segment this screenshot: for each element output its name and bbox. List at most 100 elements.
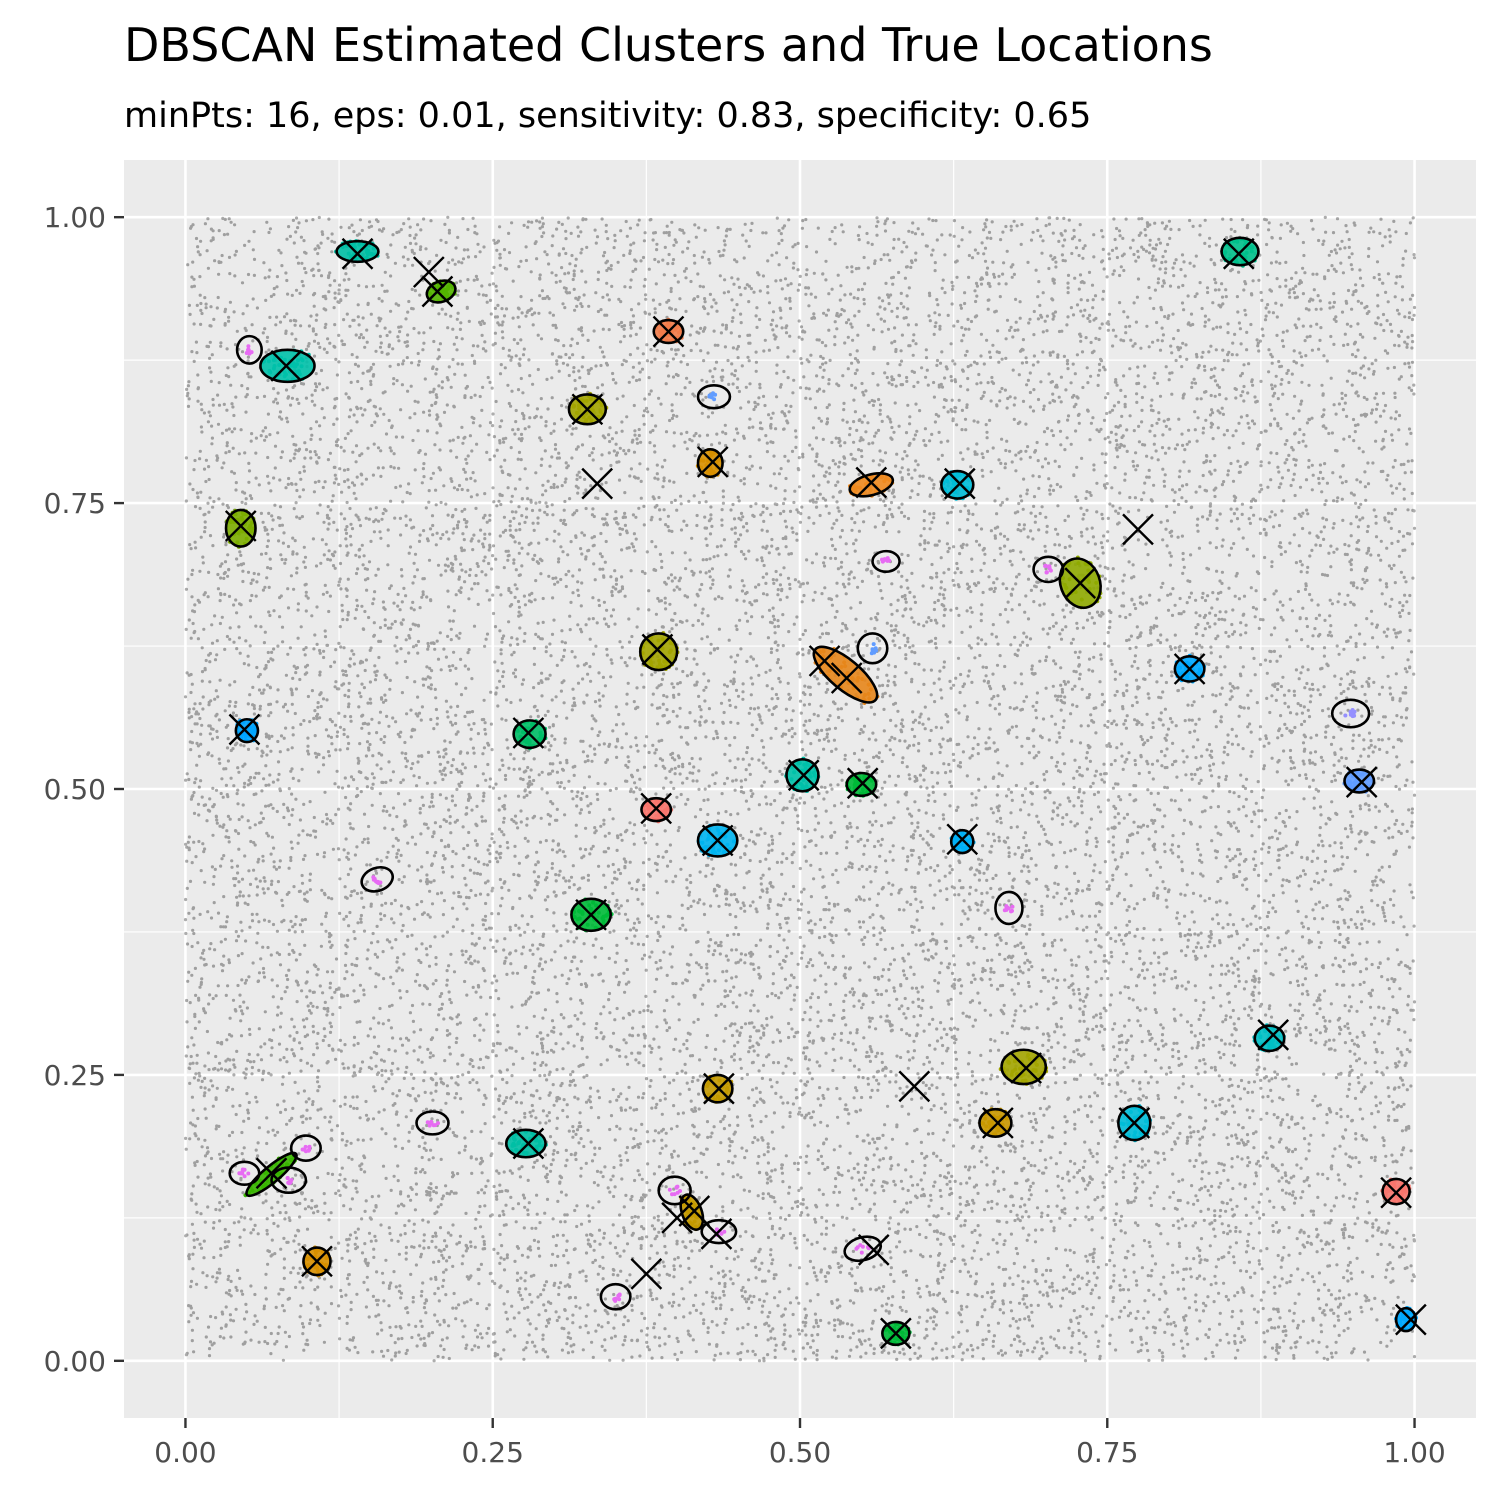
unmatched-cluster bbox=[360, 865, 395, 893]
unmatched-ellipse bbox=[856, 632, 889, 665]
unmatched-cluster bbox=[1330, 698, 1371, 729]
true-location-cross bbox=[640, 792, 673, 825]
x-tick-label: 1.00 bbox=[1383, 1436, 1445, 1469]
unmatched-cluster bbox=[696, 383, 732, 410]
cluster-point bbox=[858, 1243, 863, 1248]
unmatched-ellipse bbox=[599, 1282, 632, 1311]
cluster-point bbox=[855, 1245, 860, 1250]
true-location-cross bbox=[575, 898, 607, 931]
unmatched-cluster bbox=[657, 1175, 692, 1206]
true-location-cross bbox=[880, 1317, 912, 1350]
unmatched-cluster bbox=[871, 549, 901, 574]
cluster-point bbox=[709, 392, 714, 397]
true-location-cross bbox=[830, 662, 863, 694]
true-location-cross bbox=[857, 1234, 890, 1266]
cluster-point bbox=[240, 1171, 245, 1176]
true-location-cross bbox=[421, 275, 454, 308]
y-tick-label: 0.50 bbox=[44, 773, 106, 806]
cluster-point bbox=[617, 1297, 622, 1302]
unmatched-cluster bbox=[856, 632, 889, 665]
cluster-point bbox=[371, 877, 376, 882]
cluster-point bbox=[1047, 564, 1052, 569]
cluster-point bbox=[249, 350, 254, 355]
true-location-cross bbox=[301, 1245, 333, 1278]
true-location-cross bbox=[581, 467, 614, 500]
y-tick-label: 0.00 bbox=[44, 1345, 106, 1378]
unmatched-ellipse bbox=[360, 865, 395, 893]
cluster-point bbox=[1350, 708, 1355, 712]
true-location-cross bbox=[787, 759, 820, 792]
y-tick-label: 0.75 bbox=[44, 487, 106, 520]
true-location-cross bbox=[224, 510, 257, 542]
cluster-ellipse bbox=[335, 239, 380, 264]
true-location-cross bbox=[571, 393, 604, 426]
unmatched-ellipse bbox=[700, 1218, 738, 1245]
cluster-point bbox=[376, 879, 380, 884]
true-location-cross bbox=[412, 256, 445, 288]
chart-title: DBSCAN Estimated Clusters and True Locat… bbox=[124, 18, 1213, 72]
x-tick-label: 0.00 bbox=[154, 1436, 216, 1469]
true-location-cross bbox=[1222, 237, 1255, 270]
cluster-point bbox=[307, 1144, 312, 1149]
cluster-point bbox=[246, 1171, 251, 1176]
x-tick-label: 0.75 bbox=[1076, 1436, 1138, 1469]
true-location-cross bbox=[228, 713, 261, 746]
unmatched-ellipse bbox=[415, 1110, 450, 1136]
true-location-cross bbox=[846, 767, 879, 800]
true-location-cross bbox=[855, 466, 888, 499]
true-location-cross bbox=[808, 645, 841, 677]
cluster-point bbox=[859, 1250, 864, 1255]
cluster-point bbox=[1043, 564, 1048, 568]
noise-points bbox=[183, 215, 1417, 1363]
unmatched-ellipse bbox=[657, 1175, 692, 1206]
cluster-point bbox=[300, 1147, 305, 1152]
cluster-point bbox=[1048, 568, 1053, 573]
true-location-cross bbox=[1173, 653, 1206, 685]
true-location-cross bbox=[341, 237, 374, 270]
cluster-point bbox=[678, 1189, 682, 1193]
unmatched-cluster bbox=[415, 1110, 450, 1136]
cluster-point bbox=[881, 558, 886, 563]
y-axis: 0.00 0.25 0.50 0.75 1.00 bbox=[44, 201, 124, 1378]
cluster-point bbox=[428, 1121, 433, 1126]
cluster-point bbox=[1004, 904, 1009, 909]
cluster-point bbox=[287, 1179, 292, 1184]
unmatched-cluster bbox=[270, 1166, 308, 1195]
true-location-cross bbox=[512, 717, 545, 749]
cluster-point bbox=[436, 1121, 440, 1126]
unmatched-ellipse bbox=[1032, 555, 1065, 584]
cluster-ellipse bbox=[1394, 1306, 1418, 1333]
true-location-cross bbox=[703, 1072, 735, 1105]
true-location-cross bbox=[641, 633, 674, 666]
unmatched-ellipse bbox=[1330, 698, 1371, 729]
unmatched-ellipse bbox=[270, 1166, 308, 1195]
cluster-point bbox=[719, 1231, 724, 1236]
true-locations bbox=[224, 237, 1427, 1350]
true-location-cross bbox=[1064, 567, 1097, 599]
true-location-cross bbox=[512, 1127, 545, 1160]
cluster-point bbox=[306, 1148, 311, 1153]
cluster-ellipse bbox=[504, 1128, 547, 1159]
true-location-cross bbox=[661, 1202, 693, 1234]
y-tick-label: 1.00 bbox=[44, 201, 106, 234]
unmatched-cluster bbox=[289, 1134, 322, 1162]
true-location-cross bbox=[696, 446, 729, 478]
unmatched-ellipse bbox=[228, 1160, 261, 1186]
true-location-cross bbox=[1257, 1019, 1290, 1051]
cluster-point bbox=[712, 397, 717, 402]
chart-subtitle: minPts: 16, eps: 0.01, sensitivity: 0.83… bbox=[124, 96, 1092, 136]
cluster-ellipse bbox=[812, 645, 879, 704]
cluster-point bbox=[722, 1229, 727, 1234]
unmatched-ellipse bbox=[871, 549, 901, 574]
unmatched-ellipse bbox=[994, 890, 1024, 926]
cluster-ellipse bbox=[949, 828, 975, 855]
unmatched-cluster bbox=[1032, 555, 1065, 584]
cluster-point bbox=[1044, 570, 1049, 575]
cluster-point bbox=[667, 1187, 672, 1192]
true-location-cross bbox=[270, 350, 303, 382]
cluster-point bbox=[246, 344, 251, 349]
true-location-cross bbox=[1380, 1176, 1412, 1209]
unmatched-cluster bbox=[994, 890, 1024, 926]
true-location-cross bbox=[1010, 1052, 1042, 1084]
